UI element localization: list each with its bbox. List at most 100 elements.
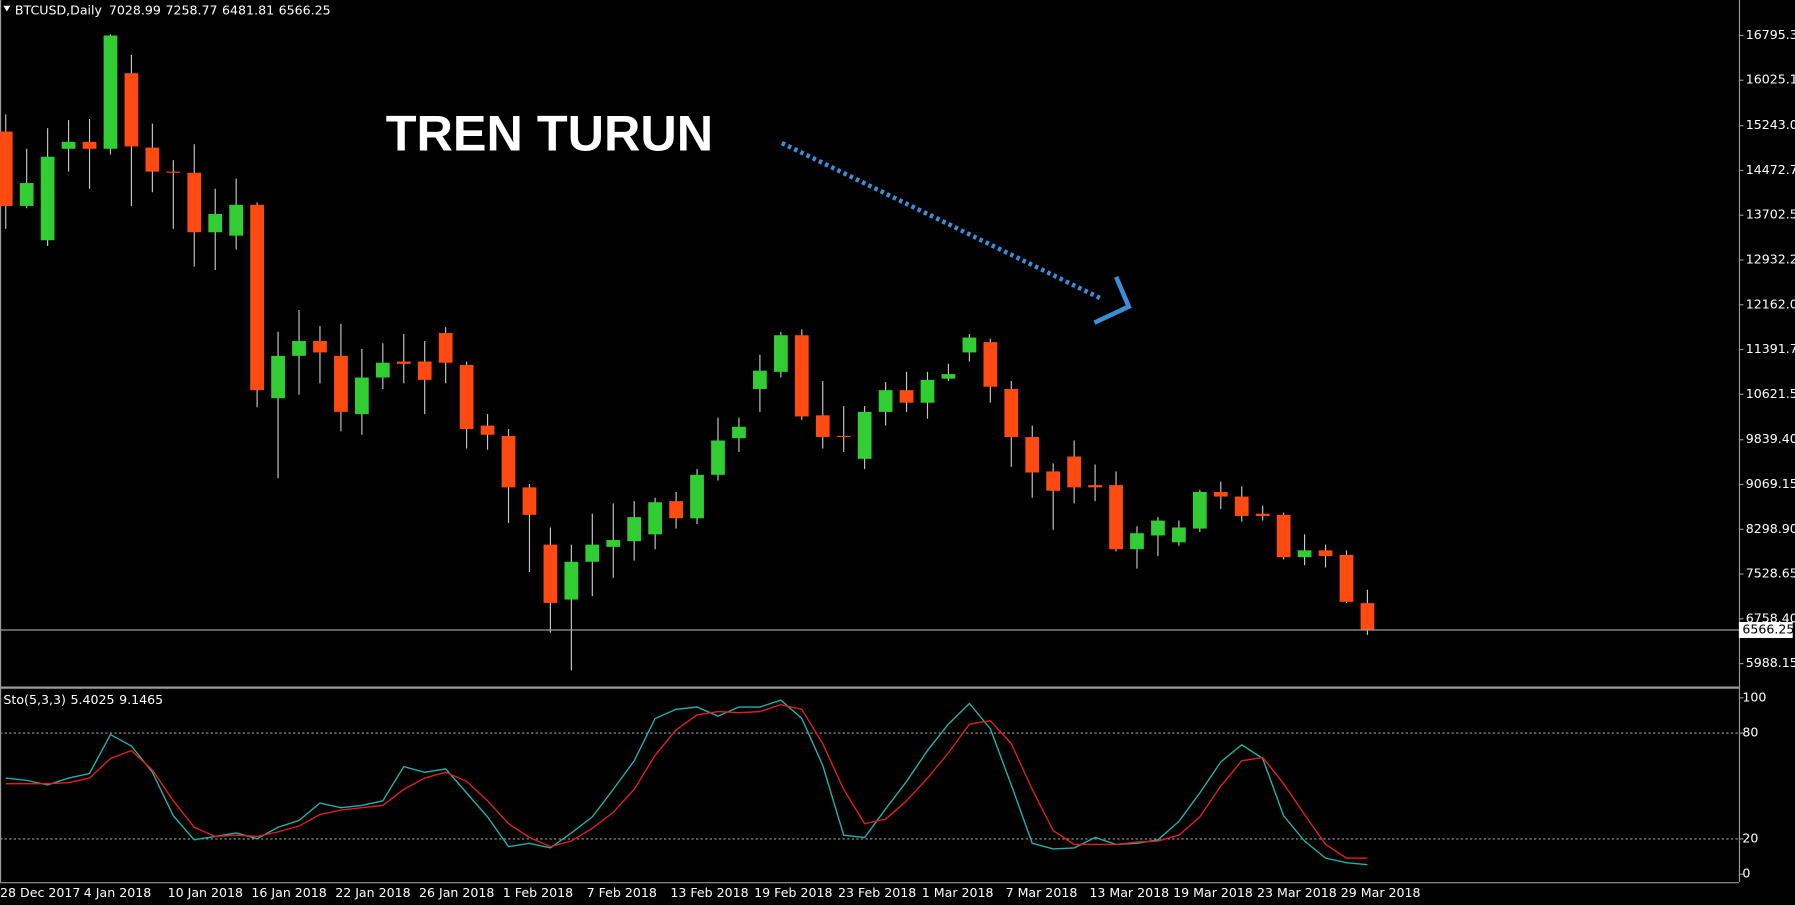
x-tick-label: 19 Feb 2018 (754, 885, 832, 900)
y-tick-label: 0 (1742, 866, 1750, 881)
candle-body (1151, 520, 1165, 536)
candle-body (648, 502, 663, 535)
candle-body (627, 517, 642, 542)
candle-body (1025, 437, 1040, 473)
candle-body (124, 73, 139, 147)
candle-body (1004, 388, 1019, 438)
candle-body (208, 213, 223, 233)
x-tick-label: 1 Feb 2018 (503, 885, 573, 900)
candle-body (1046, 471, 1061, 491)
indicator-signal: 9.1465 (119, 692, 163, 707)
y-tick-label: 8298.90 (1746, 521, 1795, 536)
candle-body (250, 204, 264, 391)
candle-body (187, 172, 202, 233)
candle-body (732, 426, 746, 439)
price-label: 6566.25 (1742, 621, 1794, 636)
stochastic-line (5, 699, 1368, 866)
candle-body (669, 501, 683, 519)
candle-body (522, 487, 537, 515)
candle-body (375, 362, 390, 378)
x-tick-label: 23 Mar 2018 (1257, 885, 1337, 900)
candle-body (1088, 485, 1102, 488)
x-tick-label: 13 Mar 2018 (1089, 885, 1169, 900)
x-tick-label: 22 Jan 2018 (335, 885, 410, 900)
y-tick-label: 7528.65 (1746, 566, 1795, 581)
y-tick-label: 9069.15 (1746, 476, 1795, 491)
candle-body (1297, 550, 1312, 558)
candle-body (564, 561, 579, 600)
x-tick-label: 1 Mar 2018 (922, 885, 994, 900)
y-tick-label: 10621.50 (1746, 386, 1795, 401)
candle-body (878, 390, 893, 412)
stochastic-line (5, 704, 1368, 859)
candle-body (1172, 527, 1186, 543)
y-tick-label: 20 (1742, 830, 1758, 845)
candle-body (983, 342, 998, 387)
y-tick-label: 6758.40 (1746, 610, 1795, 625)
x-tick-label: 10 Jan 2018 (168, 885, 243, 900)
candle-body (19, 183, 34, 206)
y-tick-label: 13702.50 (1746, 207, 1795, 222)
x-tick-label: 7 Feb 2018 (587, 885, 657, 900)
candle-body (1234, 496, 1249, 516)
y-tick-label: 9839.40 (1746, 431, 1795, 446)
candle-body (438, 332, 453, 363)
y-tick-label: 5988.15 (1746, 655, 1795, 670)
menu-triangle[interactable] (3, 5, 11, 12)
candle-body (753, 370, 767, 389)
indicator-main: 5.4025 (70, 692, 114, 707)
x-tick-label: 13 Feb 2018 (670, 885, 748, 900)
candle-body (1339, 554, 1354, 602)
candle-body (417, 361, 432, 380)
candle-body (166, 171, 181, 173)
candle-body (962, 337, 977, 353)
trend-arrow (780, 140, 1103, 301)
candle-body (815, 415, 830, 438)
candle-body (899, 390, 914, 403)
candle-body (1276, 514, 1291, 558)
candle-body (920, 379, 935, 403)
plot: 16795.35 16025.10 15243.00 14472.75 13702.50… (0, 27, 1795, 900)
candle-body (82, 141, 97, 149)
y-tick-label: 12932.25 (1746, 251, 1795, 266)
x-tick-label: 29 Mar 2018 (1341, 885, 1421, 900)
candle-body (271, 355, 285, 399)
indicator-header: Sto(5,3,3) 5.4025 9.1465 (3, 692, 163, 707)
y-tick-label: 16795.35 (1746, 27, 1795, 42)
y-tick-label: 15243.00 (1746, 117, 1795, 132)
candle-body (313, 340, 327, 353)
candle-body (1192, 491, 1207, 529)
candle-body (292, 340, 306, 356)
candle-body (1318, 550, 1333, 557)
header-close: 6566.25 (279, 2, 331, 17)
x-tick-label: 23 Feb 2018 (838, 885, 916, 900)
candle-body (857, 411, 872, 459)
candle-body (501, 435, 516, 488)
candle-body (480, 425, 495, 435)
candle-body (1255, 513, 1270, 516)
candle-body (40, 156, 55, 241)
candle-body (354, 377, 369, 415)
candle-body (941, 374, 956, 379)
candle-body (606, 540, 621, 547)
x-tick-label: 4 Jan 2018 (84, 885, 151, 900)
x-tick-label: 26 Jan 2018 (419, 885, 494, 900)
candle-body (1067, 456, 1082, 488)
candle-body (334, 355, 348, 412)
x-tick-label: 7 Mar 2018 (1006, 885, 1078, 900)
candle-body (794, 335, 809, 417)
candle-body (0, 131, 13, 206)
y-tick-label: 80 (1742, 725, 1758, 740)
candle-body (229, 204, 244, 236)
header-open: 7028.99 (109, 2, 161, 17)
candle-body (396, 361, 411, 364)
candle-body (773, 335, 788, 372)
candle-body (1360, 603, 1375, 630)
symbol: BTCUSD,Daily (15, 2, 103, 17)
candle-body (459, 364, 474, 430)
chart-header: BTCUSD,Daily 7028.99 7258.77 6481.81 6566.25 (15, 2, 331, 17)
arrow-head (1093, 275, 1132, 325)
y-tick-label: 12162.00 (1746, 296, 1795, 311)
